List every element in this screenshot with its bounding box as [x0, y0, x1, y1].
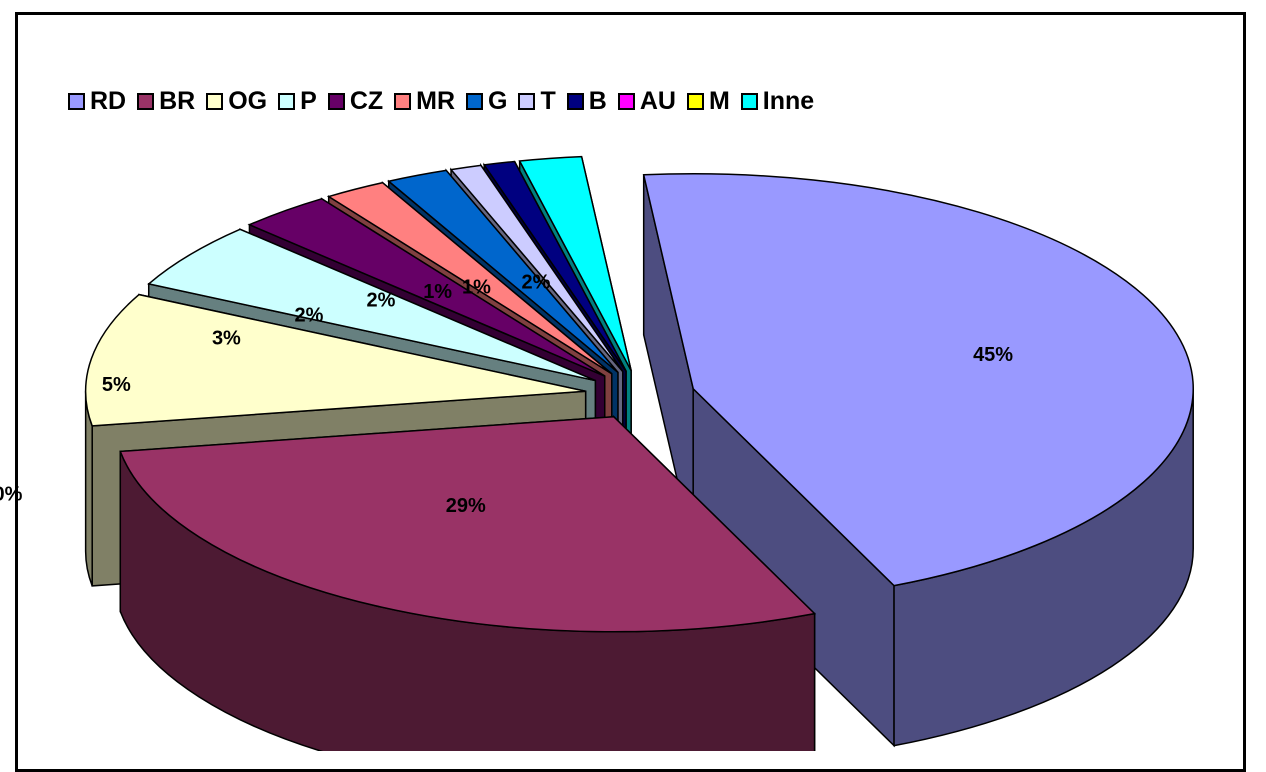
legend-label: T	[540, 86, 556, 115]
legend-swatch	[686, 92, 704, 110]
legend-item-cz: CZ	[327, 86, 384, 116]
data-label-og: 10%	[0, 484, 23, 506]
legend-label: Inne	[762, 86, 815, 115]
legend-item-g: G	[466, 87, 507, 116]
legend-swatch	[137, 92, 155, 110]
data-label-p: 5%	[102, 374, 131, 396]
legend-label: B	[588, 86, 607, 115]
legend-item-m: M	[686, 86, 730, 116]
data-label-b: 1%	[462, 277, 491, 299]
slice-inne	[518, 155, 632, 371]
legend-swatch	[327, 92, 345, 110]
data-label-inne: 2%	[521, 272, 550, 294]
legend-label: RD	[90, 86, 127, 115]
legend-label: P	[300, 86, 317, 115]
legend-swatch	[394, 92, 412, 110]
legend-item-b: B	[566, 86, 607, 116]
slice-g	[387, 169, 619, 373]
legend-label: G	[488, 86, 508, 115]
slice-p	[147, 228, 596, 382]
legend-item-inne: Inne	[740, 86, 815, 116]
slice-cz	[247, 197, 606, 377]
legend-swatch	[566, 92, 584, 110]
data-label-t: 1%	[423, 281, 452, 303]
legend-swatch	[278, 92, 296, 110]
pie-chart: 45% 29% 10% 5% 3% 2% 2% 1% 1% 2%	[0, 155, 1194, 751]
slice-og	[84, 293, 586, 427]
slice-br	[119, 415, 817, 633]
legend-item-og: OG	[206, 87, 267, 116]
legend-swatch	[740, 92, 758, 110]
slice-t	[449, 164, 624, 372]
legend-label: M	[708, 86, 730, 115]
legend-swatch	[206, 92, 224, 110]
data-label-rd: 45%	[973, 344, 1013, 366]
legend-swatch	[68, 92, 85, 110]
legend-label: MR	[416, 86, 456, 115]
legend-item-rd: RD	[68, 87, 126, 116]
legend-item-t: T	[518, 86, 556, 116]
legend-swatch	[466, 92, 484, 110]
slice-b	[482, 160, 627, 372]
legend-swatch	[518, 92, 536, 110]
legend-label: CZ	[349, 86, 384, 115]
data-label-br: 29%	[446, 495, 486, 517]
slice-rd	[642, 172, 1194, 587]
legend-label: BR	[159, 86, 196, 115]
data-label-cz: 3%	[212, 327, 241, 349]
slice-mr	[326, 181, 613, 375]
legend-label: OG	[228, 86, 268, 115]
legend-label: AU	[639, 86, 676, 115]
legend: RD BR OG P CZ MR G T B AU M Inne	[68, 83, 825, 119]
legend-swatch	[617, 92, 635, 110]
legend-item-p: P	[278, 87, 317, 116]
legend-item-br: BR	[137, 87, 195, 116]
data-label-g: 2%	[366, 290, 395, 312]
legend-item-mr: MR	[394, 87, 455, 116]
legend-item-au: AU	[617, 86, 676, 116]
data-label-mr: 2%	[294, 304, 323, 326]
